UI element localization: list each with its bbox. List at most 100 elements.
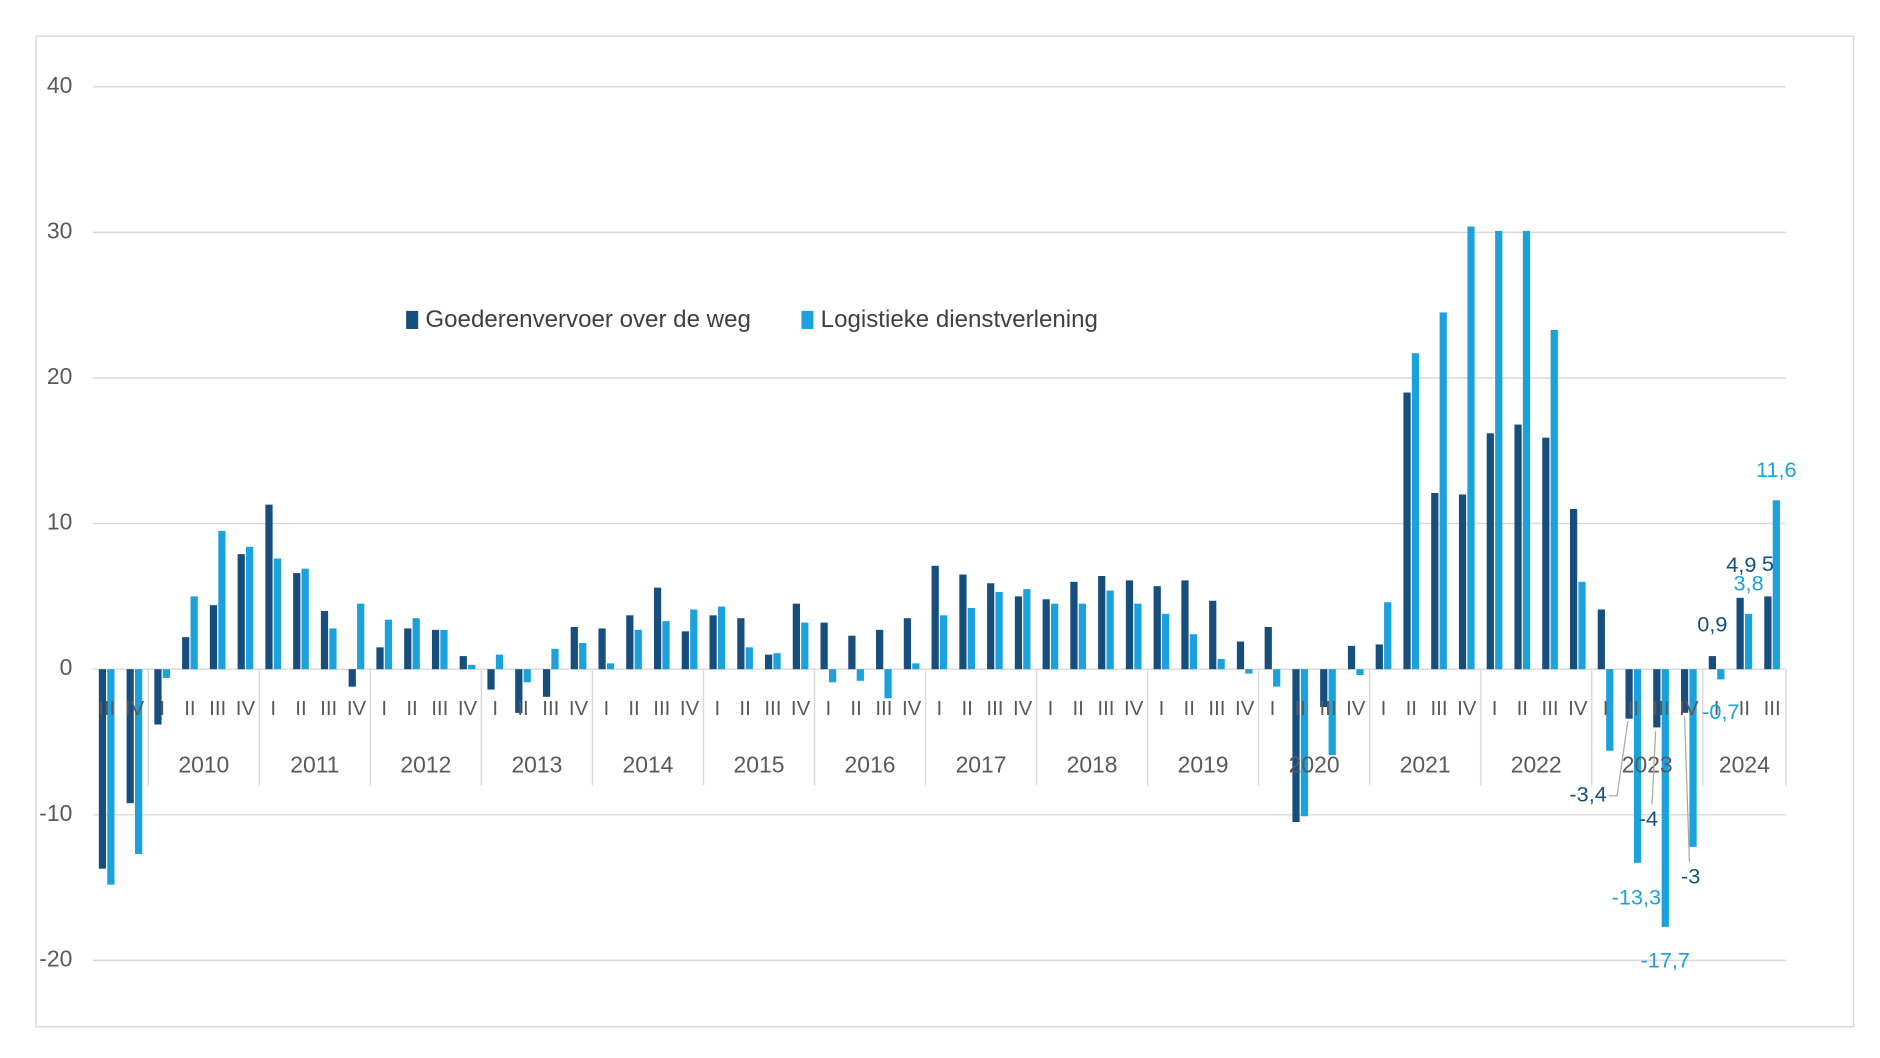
bar-logistiek [801,622,809,670]
chart-frame [35,35,1855,1028]
year-label: 2022 [1511,751,1562,777]
bar-logistiek [384,619,393,670]
quarter-label: I [159,697,165,720]
bar-logistiek [1217,658,1225,670]
data-label: 4,9 [1726,552,1756,577]
bar-goederenvervoer [598,628,606,670]
bar-logistiek [579,642,587,670]
bar-logistiek [1273,669,1281,687]
legend-marker-goederenvervoer [406,310,419,329]
quarter-label: II [850,697,861,720]
year-label: 2016 [845,751,896,777]
bar-goederenvervoer [1264,626,1272,670]
bar-logistiek [1245,669,1253,674]
year-label: 2012 [400,751,451,777]
bar-logistiek [1411,353,1420,670]
bar-logistiek [1106,590,1114,670]
bar-goederenvervoer [1708,656,1716,670]
bar-logistiek [412,618,420,670]
bar-goederenvervoer [126,669,134,804]
bar-goederenvervoer [376,647,384,670]
quarter-label: III [1653,697,1670,720]
bar-goederenvervoer [1320,669,1328,708]
quarter-label: I [1048,697,1054,720]
bar-goederenvervoer [1181,580,1189,670]
quarter-label: II [1628,697,1639,720]
data-label-leader-line [1684,716,1691,863]
quarter-label: IV [236,697,256,720]
bar-logistiek [1189,634,1198,670]
quarter-label: II [1406,697,1417,720]
quarter-label: III [653,697,670,720]
bar-logistiek [1356,669,1364,676]
quarter-label: III [320,697,337,720]
bar-logistiek [162,669,171,678]
quarter-label: IV [1013,697,1033,720]
bar-goederenvervoer [1042,599,1050,670]
y-tick-label: -10 [39,800,72,826]
bar-goederenvervoer [1653,669,1661,728]
quarter-label: IV [902,697,922,720]
quarter-label: II [517,697,528,720]
bar-goederenvervoer [182,637,190,670]
bar-goederenvervoer [293,573,301,670]
year-label: 2015 [734,751,785,777]
bar-goederenvervoer [1347,645,1356,670]
bar-logistiek [690,609,698,670]
bar-goederenvervoer [404,628,412,670]
bar-logistiek [218,530,226,670]
quarter-label: II [1295,697,1306,720]
bar-goederenvervoer [98,669,107,869]
quarter-label: IV [1679,697,1699,720]
bar-goederenvervoer [764,654,773,670]
gridlines [92,86,1786,962]
quarter-label: II [961,697,972,720]
bar-goederenvervoer [1236,641,1245,670]
bar-goederenvervoer [931,565,939,670]
bar-logistiek [884,669,892,699]
bar-goederenvervoer [1625,669,1633,719]
year-label: 2010 [178,751,229,777]
bar-logistiek [357,603,365,670]
data-label: 0,9 [1697,612,1727,637]
bar-logistiek [1078,603,1086,670]
bar-logistiek [939,615,948,670]
y-tick-label: 20 [47,363,72,389]
quarter-label: I [1381,697,1387,720]
bar-goederenvervoer [431,629,440,670]
quarter-label: III [542,697,559,720]
bar-logistiek [995,592,1003,670]
bar-goederenvervoer [487,669,495,690]
bar-logistiek [495,654,504,670]
bar-logistiek [662,621,670,670]
bar-goederenvervoer [848,635,856,670]
quarter-label: IV [680,697,700,720]
legend: Goederenvervoer over de weg Logistieke d… [406,306,1098,333]
quarter-label: I [603,697,609,720]
bar-logistiek [1023,589,1031,670]
quarter-label: I [1270,697,1276,720]
bar-logistiek [468,664,476,670]
quarter-label: III [1542,697,1559,720]
bar-goederenvervoer [1736,597,1744,670]
bar-logistiek [107,669,115,885]
bar-logistiek [1522,230,1531,670]
quarter-label: III [1208,697,1225,720]
bar-logistiek [1300,669,1309,817]
bar-logistiek [551,648,559,670]
bar-logistiek [1162,613,1170,670]
quarter-label: IV [791,697,811,720]
bar-goederenvervoer [209,605,218,670]
quarter-label: IV [1346,697,1366,720]
quarter-label: II [295,697,306,720]
year-label: 2023 [1622,751,1673,777]
bar-logistiek [1495,230,1503,670]
bar-logistiek [1717,669,1725,680]
quarter-label: IV [1235,697,1255,720]
bar-goederenvervoer [1431,493,1439,670]
category-axis: III IV I II III IV I II III IV I II III IV I II III IV I II… [98,669,1787,786]
bar-goederenvervoer [792,603,800,670]
year-label: 2014 [622,751,673,777]
bar-goederenvervoer [1514,424,1522,670]
